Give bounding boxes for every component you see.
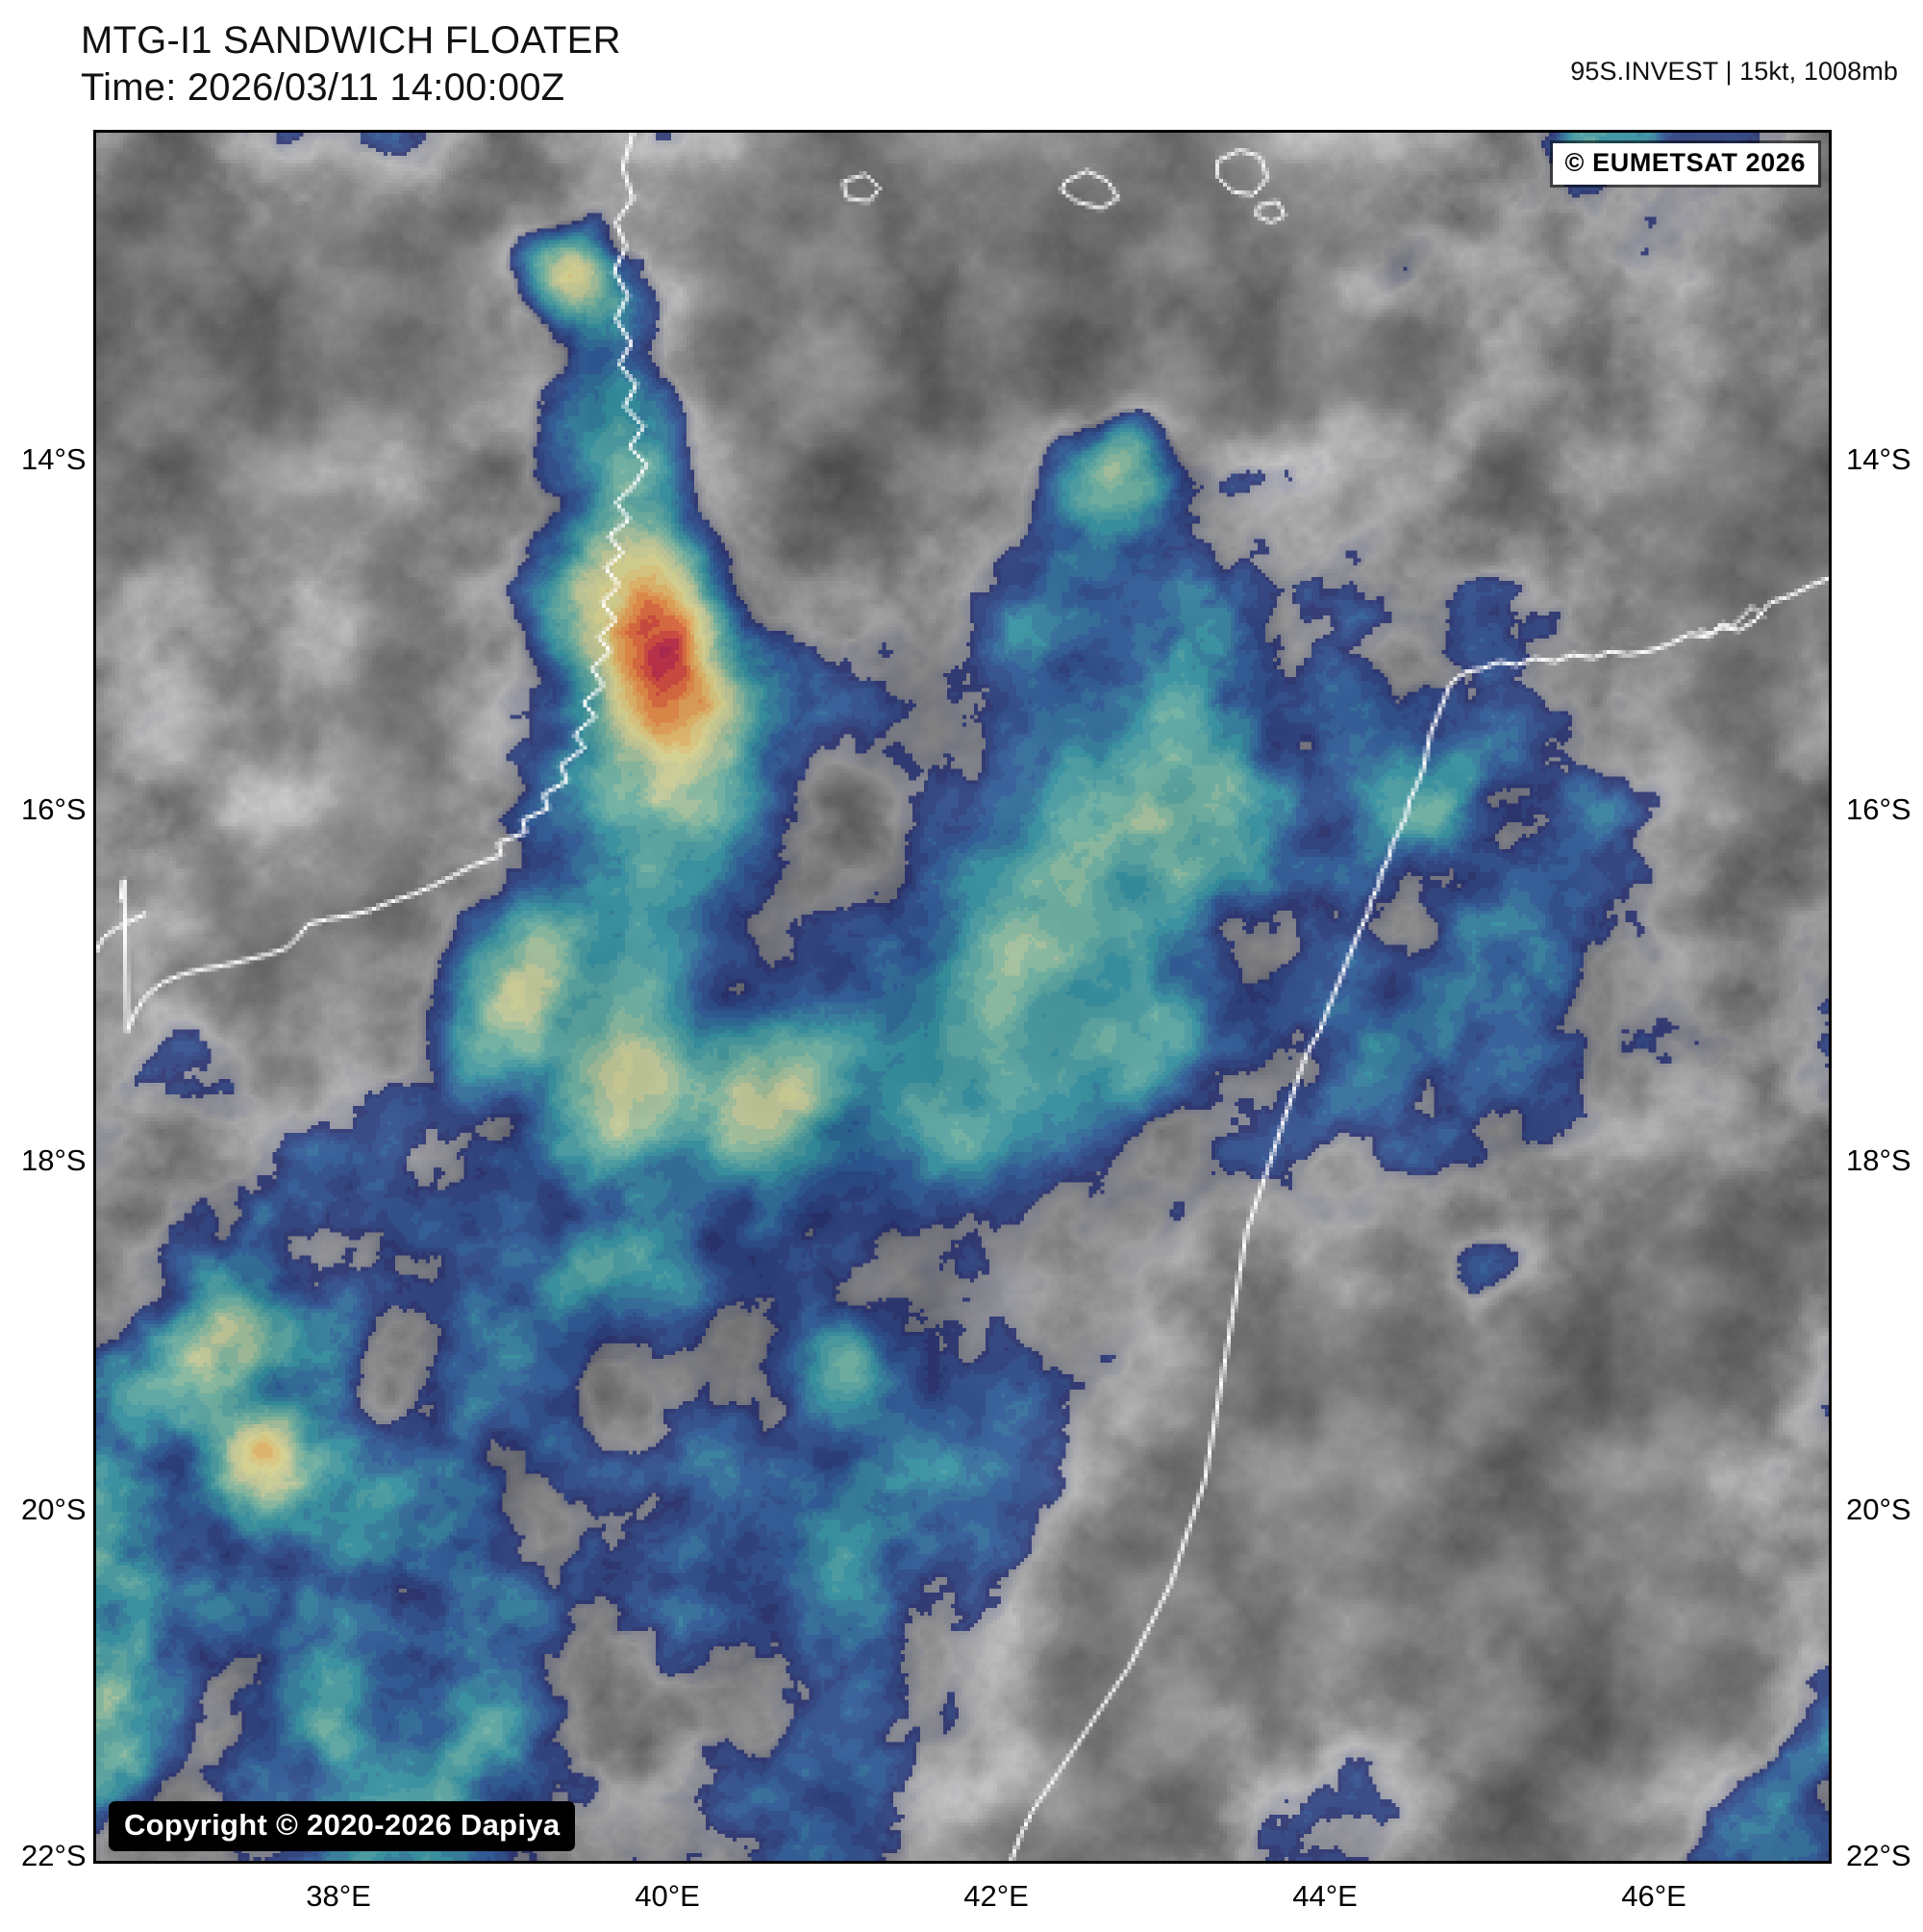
lat-tick-label-right: 20°S <box>1846 1493 1911 1526</box>
storm-info-label: 95S.INVEST | 15kt, 1008mb <box>1570 57 1898 86</box>
lon-tick-label: 46°E <box>1621 1879 1686 1913</box>
lat-tick-label-left: 16°S <box>21 792 87 826</box>
satellite-image-canvas-wrap <box>96 133 1829 1861</box>
copyright-badge: Copyright © 2020-2026 Dapiya <box>109 1801 576 1851</box>
lon-tick-label: 40°E <box>635 1879 700 1913</box>
lat-tick-label-left: 18°S <box>21 1143 87 1177</box>
lat-tick-label-left: 22°S <box>21 1839 87 1872</box>
lon-tick-label: 44°E <box>1292 1879 1358 1913</box>
lon-tick-label: 42°E <box>963 1879 1029 1913</box>
lat-tick-label-right: 16°S <box>1846 792 1911 826</box>
lat-tick-label-left: 20°S <box>21 1493 87 1526</box>
lon-tick-label: 38°E <box>306 1879 371 1913</box>
timestamp-label: Time: 2026/03/11 14:00:00Z <box>81 65 565 109</box>
lat-tick-label-right: 22°S <box>1846 1839 1911 1872</box>
satellite-imagery <box>96 133 1829 1861</box>
provider-badge: © EUMETSAT 2026 <box>1552 143 1818 185</box>
lat-tick-label-right: 18°S <box>1846 1143 1911 1177</box>
lat-tick-label-left: 14°S <box>21 442 87 476</box>
satellite-image-panel[interactable]: © EUMETSAT 2026 Copyright © 2020-2026 Da… <box>93 130 1832 1864</box>
header-left-block: MTG-I1 SANDWICH FLOATER Time: 2026/03/11… <box>81 17 621 112</box>
page-title: MTG-I1 SANDWICH FLOATER <box>81 19 621 62</box>
lat-tick-label-right: 14°S <box>1846 442 1911 476</box>
